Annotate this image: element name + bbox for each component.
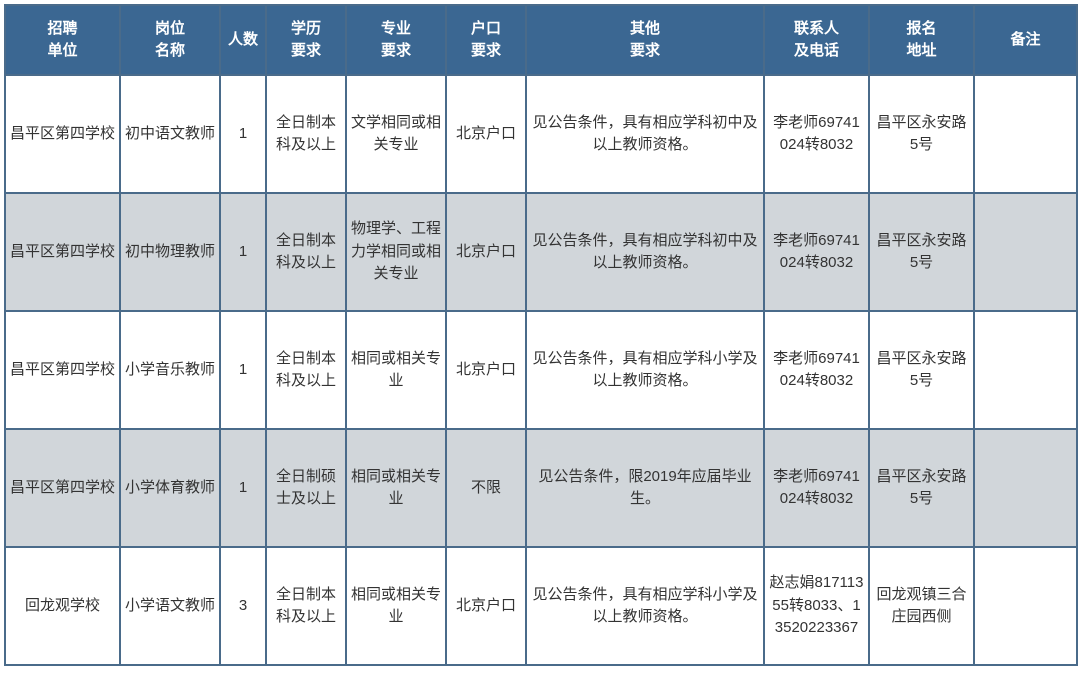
cell-other: 见公告条件，具有相应学科小学及以上教师资格。 [526,547,764,665]
table-body: 昌平区第四学校 初中语文教师 1 全日制本科及以上 文学相同或相关专业 北京户口… [5,75,1077,665]
header-row: 招聘单位 岗位名称 人数 学历要求 专业要求 户口要求 其他要求 联系人及电话 … [5,5,1077,75]
cell-note [974,193,1077,311]
cell-address: 昌平区永安路5号 [869,429,974,547]
cell-position: 小学音乐教师 [120,311,220,429]
cell-contact: 赵志娟81711355转8033、13520223367 [764,547,869,665]
cell-hukou: 北京户口 [446,547,526,665]
table-row: 昌平区第四学校 初中物理教师 1 全日制本科及以上 物理学、工程力学相同或相关专… [5,193,1077,311]
cell-hukou: 北京户口 [446,311,526,429]
cell-note [974,75,1077,193]
cell-address: 昌平区永安路5号 [869,75,974,193]
header-major: 专业要求 [346,5,446,75]
cell-position: 小学语文教师 [120,547,220,665]
cell-edu: 全日制硕士及以上 [266,429,346,547]
cell-position: 初中物理教师 [120,193,220,311]
header-contact: 联系人及电话 [764,5,869,75]
cell-hukou: 不限 [446,429,526,547]
cell-address: 昌平区永安路5号 [869,193,974,311]
table-row: 回龙观学校 小学语文教师 3 全日制本科及以上 相同或相关专业 北京户口 见公告… [5,547,1077,665]
cell-count: 3 [220,547,266,665]
cell-count: 1 [220,75,266,193]
cell-count: 1 [220,429,266,547]
cell-major: 相同或相关专业 [346,429,446,547]
header-count: 人数 [220,5,266,75]
cell-major: 相同或相关专业 [346,311,446,429]
cell-unit: 昌平区第四学校 [5,75,120,193]
cell-address: 回龙观镇三合庄园西侧 [869,547,974,665]
cell-unit: 昌平区第四学校 [5,311,120,429]
cell-edu: 全日制本科及以上 [266,193,346,311]
cell-count: 1 [220,193,266,311]
cell-count: 1 [220,311,266,429]
header-edu: 学历要求 [266,5,346,75]
cell-major: 相同或相关专业 [346,547,446,665]
cell-contact: 李老师69741024转8032 [764,311,869,429]
cell-major: 物理学、工程力学相同或相关专业 [346,193,446,311]
cell-note [974,429,1077,547]
cell-edu: 全日制本科及以上 [266,311,346,429]
cell-unit: 昌平区第四学校 [5,193,120,311]
cell-other: 见公告条件，限2019年应届毕业生。 [526,429,764,547]
header-other: 其他要求 [526,5,764,75]
header-position: 岗位名称 [120,5,220,75]
table-row: 昌平区第四学校 小学音乐教师 1 全日制本科及以上 相同或相关专业 北京户口 见… [5,311,1077,429]
table-row: 昌平区第四学校 小学体育教师 1 全日制硕士及以上 相同或相关专业 不限 见公告… [5,429,1077,547]
table-header: 招聘单位 岗位名称 人数 学历要求 专业要求 户口要求 其他要求 联系人及电话 … [5,5,1077,75]
cell-other: 见公告条件，具有相应学科小学及以上教师资格。 [526,311,764,429]
cell-position: 初中语文教师 [120,75,220,193]
cell-unit: 回龙观学校 [5,547,120,665]
header-address: 报名地址 [869,5,974,75]
cell-contact: 李老师69741024转8032 [764,75,869,193]
cell-edu: 全日制本科及以上 [266,547,346,665]
table-row: 昌平区第四学校 初中语文教师 1 全日制本科及以上 文学相同或相关专业 北京户口… [5,75,1077,193]
recruitment-table: 招聘单位 岗位名称 人数 学历要求 专业要求 户口要求 其他要求 联系人及电话 … [4,4,1078,666]
cell-major: 文学相同或相关专业 [346,75,446,193]
header-unit: 招聘单位 [5,5,120,75]
cell-contact: 李老师69741024转8032 [764,429,869,547]
cell-position: 小学体育教师 [120,429,220,547]
cell-note [974,311,1077,429]
cell-other: 见公告条件，具有相应学科初中及以上教师资格。 [526,193,764,311]
cell-address: 昌平区永安路5号 [869,311,974,429]
cell-hukou: 北京户口 [446,75,526,193]
cell-contact: 李老师69741024转8032 [764,193,869,311]
cell-unit: 昌平区第四学校 [5,429,120,547]
cell-note [974,547,1077,665]
cell-other: 见公告条件，具有相应学科初中及以上教师资格。 [526,75,764,193]
header-hukou: 户口要求 [446,5,526,75]
header-note: 备注 [974,5,1077,75]
cell-hukou: 北京户口 [446,193,526,311]
cell-edu: 全日制本科及以上 [266,75,346,193]
